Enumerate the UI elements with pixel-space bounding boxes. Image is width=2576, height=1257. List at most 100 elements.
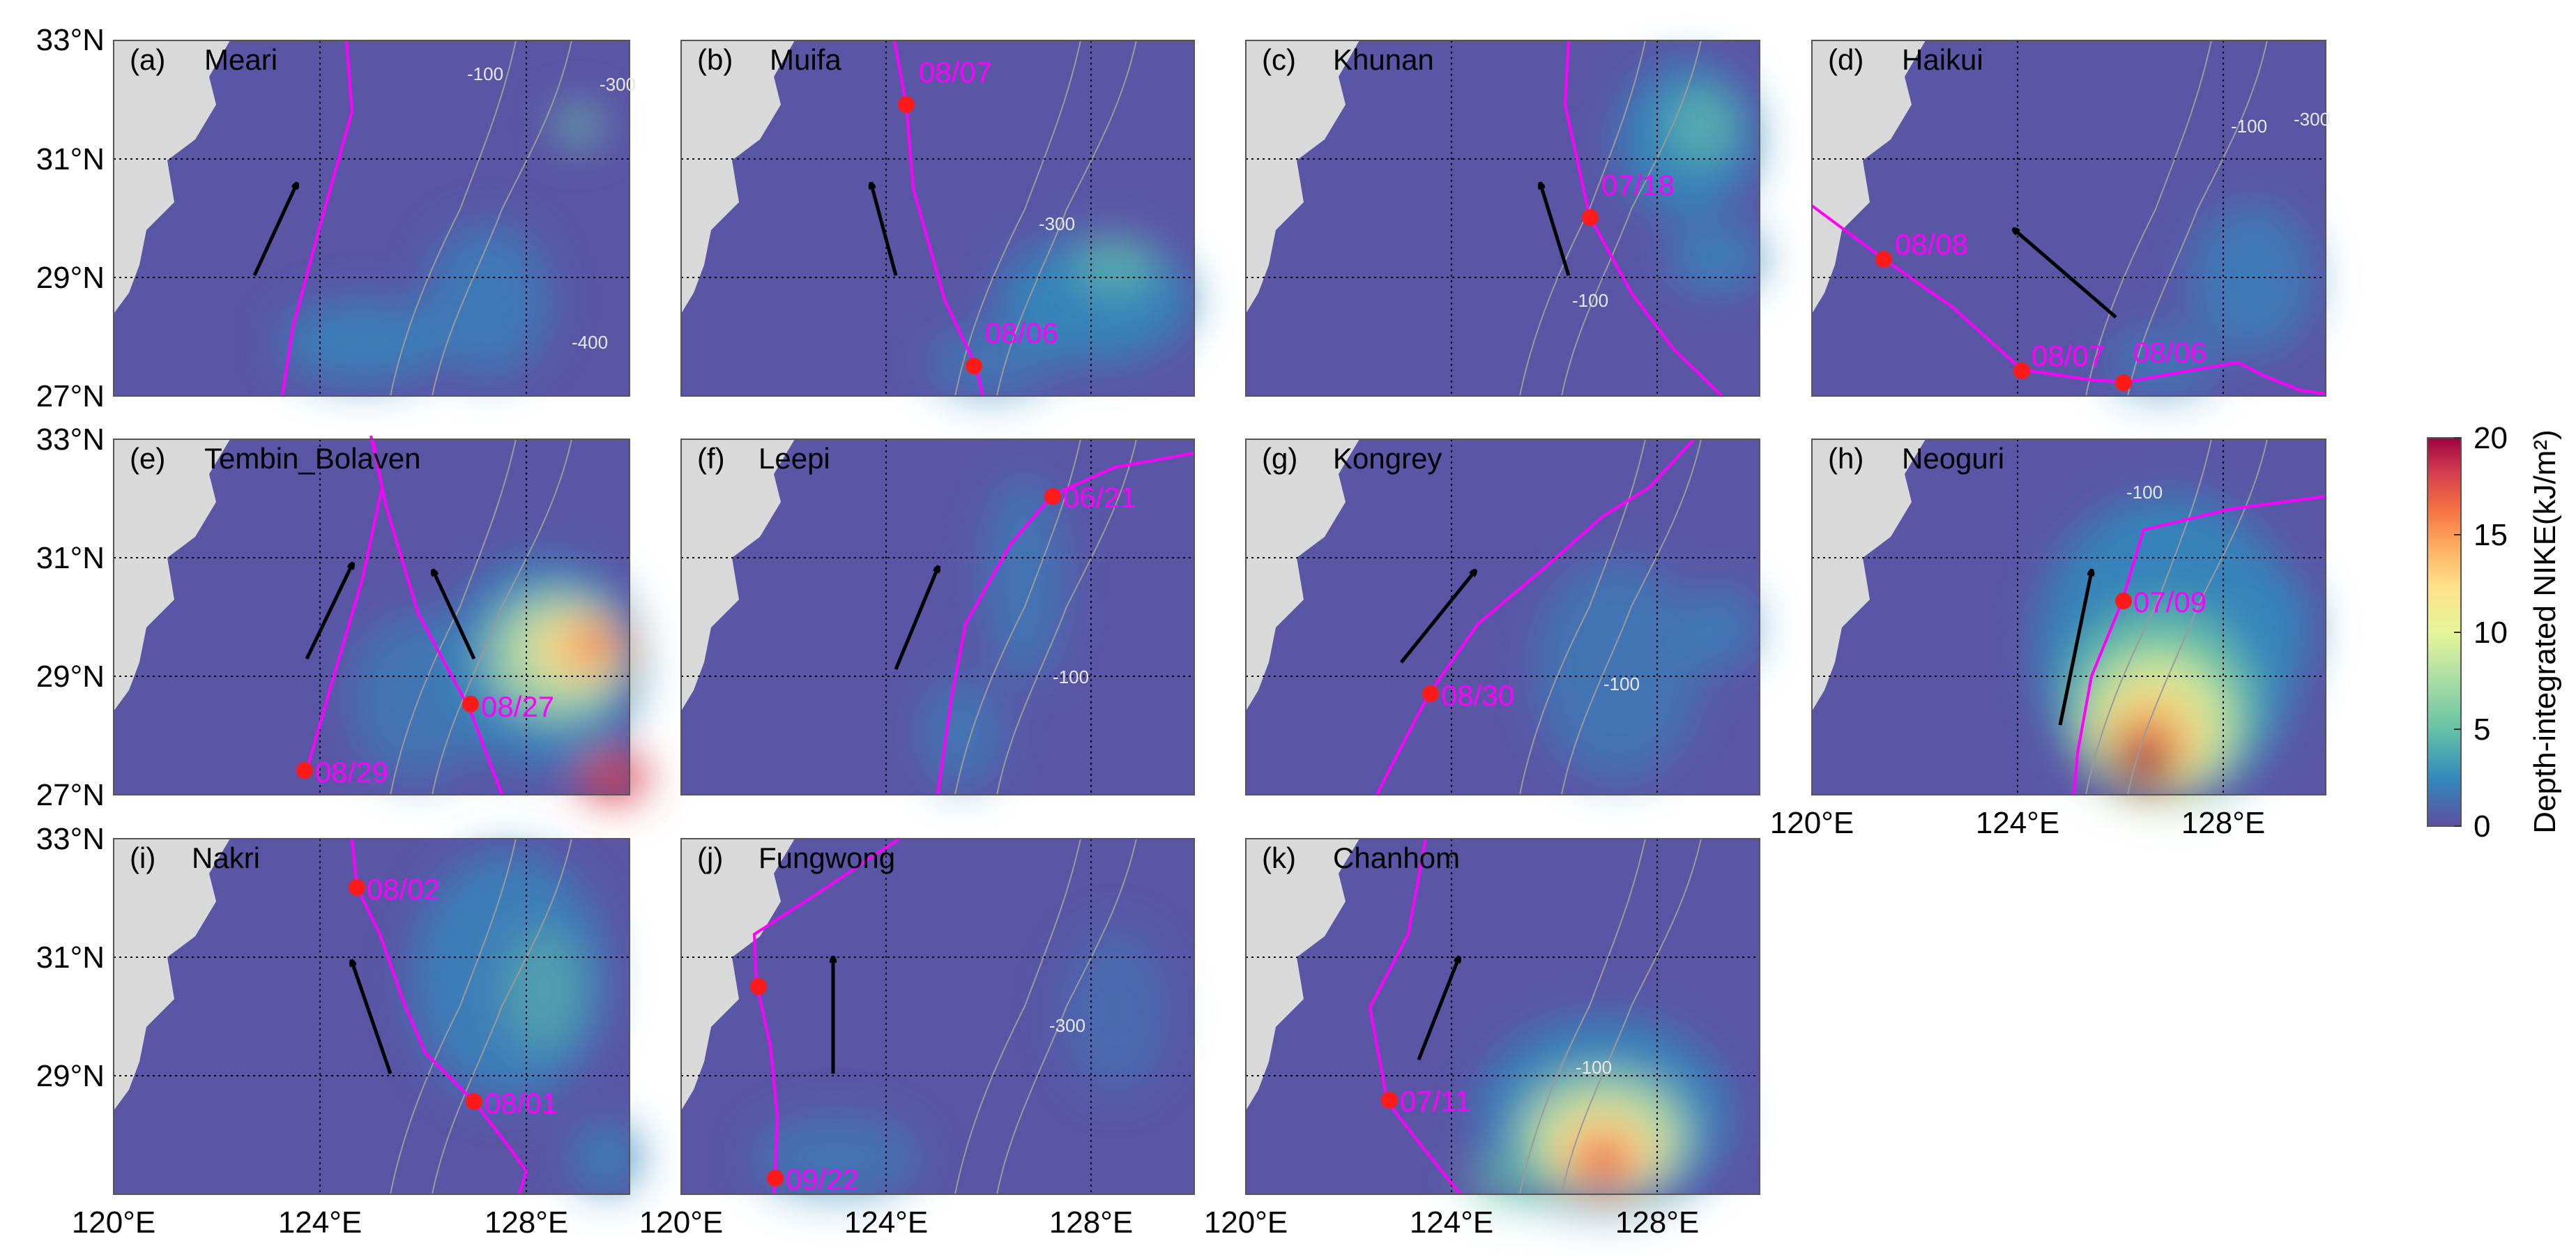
panel-tag: (b)	[697, 43, 733, 76]
nike-field	[1617, 63, 1764, 293]
nike-field	[349, 558, 648, 802]
grid	[1246, 40, 1760, 396]
isobath	[432, 838, 572, 1195]
lat-tick: 31°N	[36, 541, 105, 575]
motion-arrow	[894, 568, 938, 670]
isobath	[954, 439, 1081, 795]
lon-tick: 124°E	[278, 1205, 362, 1240]
lat-tick: 33°N	[36, 23, 105, 57]
date-label: 08/07	[2032, 340, 2105, 372]
typhoon-track	[1563, 40, 1723, 397]
isobath	[432, 439, 572, 795]
land	[681, 439, 795, 711]
land	[1246, 40, 1359, 314]
typhoon-track	[351, 838, 528, 1195]
svg-text:-100: -100	[2231, 116, 2267, 137]
panel-tag: (h)	[1828, 442, 1864, 475]
isobath	[954, 838, 1081, 1195]
lat-tick: 31°N	[36, 940, 105, 975]
motion-arrow	[1417, 959, 1458, 1060]
panel-title: Khunan	[1333, 43, 1434, 76]
nike-field	[411, 851, 641, 1192]
isobath-labels: -100 -300 -400 -300 -100 -100 -300 -100 …	[467, 63, 2330, 1078]
track-point	[1875, 251, 1892, 268]
nike-field	[927, 237, 1192, 397]
motion-arrow	[871, 185, 898, 276]
grid	[114, 839, 630, 1194]
isobath	[1561, 40, 1702, 397]
lon-axis: 120°E 124°E 128°E 120°E 124°E 128°E 120°…	[72, 806, 2265, 1240]
track-point	[2115, 374, 2132, 391]
motion-arrow	[2058, 572, 2091, 726]
land	[1246, 439, 1359, 711]
panel-tag: (e)	[130, 442, 165, 475]
motion-arrow	[252, 185, 296, 277]
colorbar-tick: 10	[2474, 616, 2508, 650]
grid	[114, 40, 630, 396]
panel-tag: (k)	[1262, 841, 1296, 874]
typhoon-track	[1368, 838, 1462, 1196]
track-point	[1422, 685, 1439, 702]
track-point	[2115, 593, 2132, 609]
svg-text:-100: -100	[1576, 1057, 1612, 1078]
isobath	[2085, 40, 2212, 397]
date-label: 09/22	[786, 1163, 859, 1196]
panel-e: 08/27 08/29 (e) Tembin_Bolaven	[113, 435, 648, 802]
typhoon-track	[369, 435, 503, 795]
typhoon-track	[1375, 438, 1695, 795]
colorbar-tick: 0	[2474, 809, 2490, 844]
lat-tick: 29°N	[36, 660, 105, 694]
panel-b: 08/07 08/06 (b) Muifa	[680, 40, 1195, 397]
lat-tick: 33°N	[36, 822, 105, 856]
panel-f: 06/21 (f) Leepi	[680, 439, 1195, 795]
date-label: 07/18	[1601, 169, 1675, 201]
grid	[1246, 439, 1760, 795]
lat-tick: 31°N	[36, 142, 105, 176]
lon-tick: 120°E	[1770, 806, 1854, 840]
motion-arrow	[1400, 572, 1474, 664]
motion-arrow	[434, 572, 476, 660]
nike-field	[2036, 495, 2315, 802]
nike-field	[920, 474, 1067, 788]
lon-tick: 124°E	[844, 1205, 928, 1240]
svg-text:-100: -100	[2126, 482, 2163, 503]
date-label: 06/21	[1063, 481, 1136, 514]
svg-text:-300: -300	[2294, 109, 2330, 130]
isobath	[1561, 838, 1702, 1195]
panel-d: 08/08 08/07 08/06 (d) Haikui	[1811, 40, 2326, 397]
panel-tag: (i)	[130, 841, 155, 874]
lon-tick: 120°E	[639, 1205, 723, 1240]
track-point	[1582, 209, 1599, 226]
panel-title: Haikui	[1902, 43, 1983, 76]
svg-text:-100: -100	[1603, 673, 1640, 694]
panel-title: Muifa	[770, 43, 841, 76]
panel-title: Neoguri	[1902, 442, 2004, 475]
track-point	[1381, 1092, 1398, 1109]
land	[1812, 40, 1926, 314]
nike-field	[1534, 558, 1757, 781]
colorbar-tick: 5	[2474, 713, 2490, 747]
panel-c: 07/18 (c) Khunan	[1245, 40, 1764, 397]
panel-tag: (g)	[1262, 442, 1297, 475]
lon-tick: 128°E	[1049, 1205, 1133, 1240]
panel-title: Kongrey	[1333, 442, 1442, 475]
grid	[681, 839, 1194, 1194]
svg-text:-400: -400	[572, 332, 608, 353]
land	[114, 439, 230, 711]
date-label: 08/30	[1441, 679, 1514, 712]
isobath	[432, 40, 572, 397]
svg-text:-100: -100	[467, 63, 503, 84]
motion-arrow	[352, 962, 393, 1074]
panel-tag: (a)	[130, 43, 165, 76]
isobath	[1519, 838, 1646, 1195]
colorbar: 0 5 10 15 20 Depth-integrated NIKE(kJ/m²…	[2427, 421, 2562, 844]
colorbar-tick: 15	[2474, 518, 2508, 552]
land	[1812, 439, 1926, 711]
date-label: 08/06	[985, 317, 1058, 349]
track-point	[966, 358, 982, 374]
land	[114, 839, 230, 1111]
nike-field	[279, 105, 600, 383]
date-label: 07/11	[1400, 1085, 1471, 1118]
lon-tick: 120°E	[72, 1205, 155, 1240]
svg-text:-300: -300	[600, 74, 636, 95]
